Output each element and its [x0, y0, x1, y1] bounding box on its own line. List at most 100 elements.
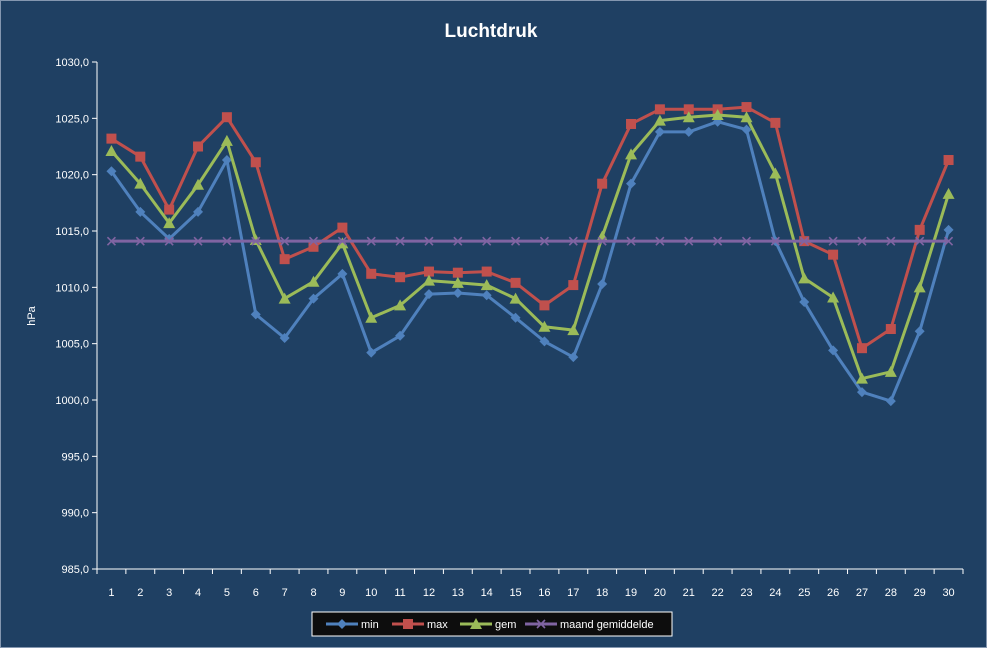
point-maand-gemiddelde: [713, 236, 723, 246]
point-gem: [855, 372, 868, 384]
point-gem: [653, 114, 666, 126]
point-max: [770, 117, 781, 128]
legend: min max gem maand gemiddelde: [311, 611, 673, 637]
x-tick-label: 13: [452, 587, 464, 599]
point-maand-gemiddelde: [655, 236, 665, 246]
point-max: [221, 112, 232, 123]
point-max: [106, 133, 117, 144]
point-gem: [567, 324, 580, 336]
point-max: [539, 300, 550, 311]
point-max: [568, 280, 579, 291]
point-maand-gemiddelde: [539, 236, 549, 246]
point-gem: [682, 111, 695, 123]
chart-title: Luchtdruk: [445, 21, 538, 42]
legend-label-max: max: [427, 619, 448, 631]
point-gem: [480, 279, 493, 291]
point-maand-gemiddelde: [857, 236, 867, 246]
point-min: [539, 336, 550, 347]
point-maand-gemiddelde: [222, 236, 232, 246]
y-tick-label: 1000,0: [55, 395, 89, 407]
point-gem: [220, 134, 233, 146]
point-min: [135, 206, 146, 217]
point-gem: [740, 111, 753, 123]
point-max: [683, 104, 694, 115]
x-tick-label: 25: [798, 587, 810, 599]
point-maand-gemiddelde: [308, 236, 319, 246]
point-maand-gemiddelde: [337, 236, 347, 246]
series-line-min: [110, 120, 951, 403]
x-tick-label: 21: [683, 587, 695, 599]
point-max: [943, 155, 954, 166]
point-min: [626, 178, 637, 189]
point-maand-gemiddelde: [770, 236, 780, 246]
point-maand-gemiddelde: [135, 236, 145, 246]
point-max: [337, 222, 348, 233]
point-min: [221, 155, 232, 166]
point-maand-gemiddelde: [453, 236, 463, 246]
legend-marker-min: [337, 619, 347, 629]
point-maand-gemiddelde: [915, 236, 925, 246]
point-gem: [913, 281, 926, 293]
point-gem: [278, 292, 291, 304]
point-gem: [942, 187, 955, 199]
point-max: [856, 343, 867, 354]
point-min: [366, 347, 377, 358]
point-min: [423, 289, 434, 300]
y-tick-label: 1030,0: [55, 57, 89, 69]
point-maand-gemiddelde: [626, 236, 636, 246]
point-maand-gemiddelde: [164, 236, 174, 246]
point-gem: [163, 217, 176, 229]
point-gem: [711, 108, 724, 120]
point-min: [395, 330, 406, 341]
point-gem: [394, 299, 407, 311]
point-gem: [451, 276, 464, 288]
x-tick-label: 15: [509, 587, 521, 599]
point-maand-gemiddelde: [886, 236, 896, 246]
point-min: [250, 309, 261, 320]
point-maand-gemiddelde: [366, 236, 376, 246]
point-max: [828, 249, 839, 260]
point-min: [597, 278, 608, 289]
y-tick-label: 1005,0: [55, 339, 89, 351]
x-tick-label: 7: [282, 587, 288, 599]
point-min: [452, 287, 463, 298]
point-min: [741, 124, 752, 135]
point-gem: [365, 311, 378, 323]
point-min: [106, 166, 117, 177]
point-max: [308, 241, 319, 252]
x-tick-label: 29: [914, 587, 926, 599]
point-maand-gemiddelde: [684, 236, 694, 246]
point-max: [395, 272, 406, 283]
x-tick-label: 16: [538, 587, 550, 599]
y-tick-label: 990,0: [61, 508, 89, 520]
point-min: [943, 224, 954, 235]
legend-label-min: min: [361, 619, 379, 631]
point-min: [568, 352, 579, 363]
point-maand-gemiddelde: [395, 236, 405, 246]
point-max: [135, 151, 146, 162]
x-tick-label: 5: [224, 587, 230, 599]
point-max: [597, 178, 608, 189]
point-max: [164, 204, 175, 215]
x-tick-label: 9: [339, 587, 345, 599]
x-tick-label: 20: [654, 587, 666, 599]
legend-marker-max: [403, 619, 413, 629]
point-maand-gemiddelde: [741, 236, 752, 246]
point-maand-gemiddelde: [944, 236, 954, 246]
point-gem: [798, 272, 811, 284]
y-tick-label: 1020,0: [55, 170, 89, 182]
point-min: [885, 396, 896, 407]
point-max: [481, 266, 492, 277]
x-tick-label: 18: [596, 587, 608, 599]
point-gem: [249, 234, 262, 246]
point-max: [741, 102, 752, 113]
point-max: [885, 324, 896, 335]
point-gem: [827, 291, 840, 303]
point-min: [337, 268, 348, 279]
x-tick-label: 30: [942, 587, 954, 599]
point-min: [683, 126, 694, 137]
point-min: [510, 312, 521, 323]
legend-box: [311, 611, 673, 637]
y-tick-label: 1015,0: [55, 226, 89, 238]
